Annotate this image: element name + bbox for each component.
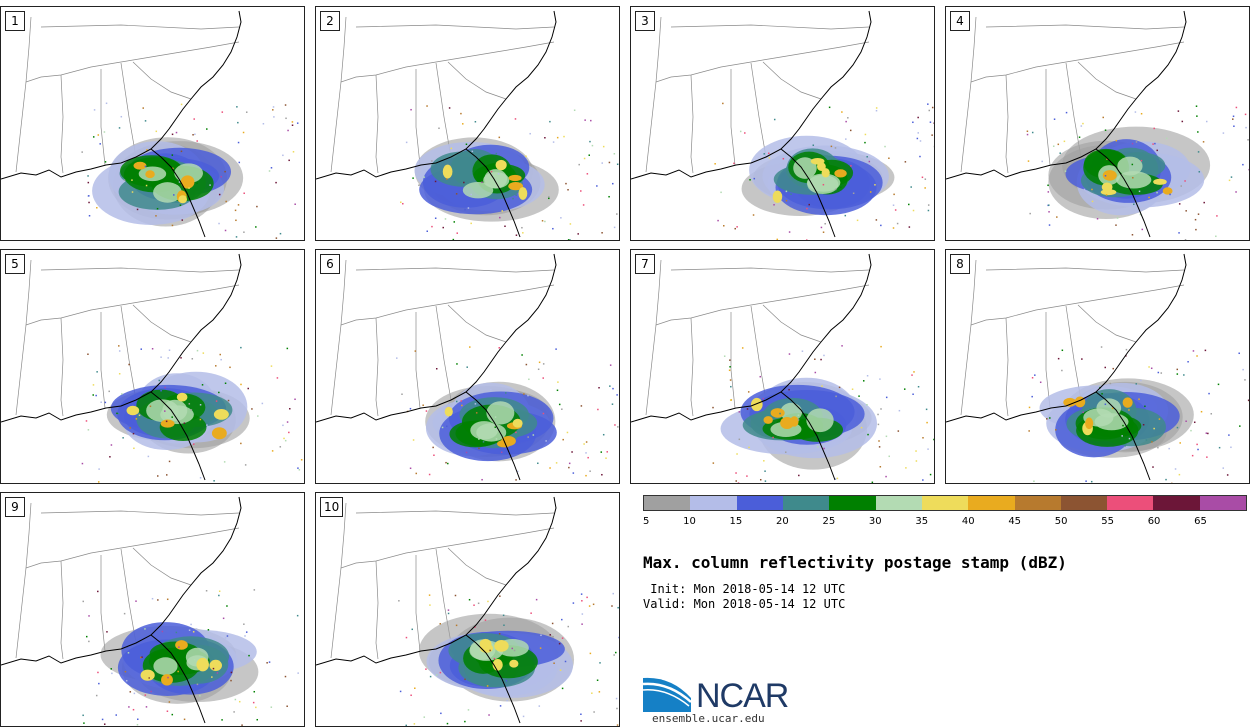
- colorbar-segment: [1060, 496, 1108, 510]
- member-panel-7: 7: [630, 249, 935, 484]
- reflectivity-map: [946, 10, 1249, 240]
- reflectivity-map: [1, 496, 299, 726]
- colorbar-tick-label: 65: [1194, 516, 1207, 527]
- colorbar-tick-label: 20: [776, 516, 789, 527]
- member-panel-9: 9: [0, 492, 305, 727]
- member-number: 1: [5, 11, 25, 31]
- reflectivity-map: [316, 496, 619, 726]
- colorbar-segment: [736, 496, 783, 510]
- member-number: 4: [950, 11, 970, 31]
- colorbar-tick-label: 5: [643, 516, 650, 527]
- colorbar-tick-label: 45: [1008, 516, 1022, 527]
- init-time: Init: Mon 2018-05-14 12 UTC: [643, 582, 846, 596]
- ncar-logo-icon: [643, 677, 692, 712]
- colorbar-segment: [1107, 496, 1154, 510]
- member-number: 8: [950, 254, 970, 274]
- reflectivity-map: [946, 253, 1249, 483]
- colorbar-segment: [1153, 496, 1200, 510]
- reflectivity-map: [1, 253, 303, 483]
- member-number: 2: [320, 11, 340, 31]
- member-panel-5: 5: [0, 249, 305, 484]
- member-number: 9: [5, 497, 25, 517]
- colorbar-tick-label: 50: [1054, 516, 1068, 527]
- member-panel-8: 8: [945, 249, 1250, 484]
- reflectivity-map: [316, 253, 619, 481]
- colorbar-segment: [644, 496, 691, 510]
- colorbar-segment: [690, 496, 737, 510]
- reflectivity-map: [631, 253, 934, 483]
- ncar-logo-text: NCAR: [696, 677, 789, 715]
- member-number: 3: [635, 11, 655, 31]
- reflectivity-map: [631, 10, 934, 240]
- colorbar-segment: [875, 496, 922, 510]
- member-number: 6: [320, 254, 340, 274]
- colorbar-tick-label: 15: [729, 516, 743, 527]
- reflectivity-map: [316, 10, 619, 240]
- colorbar-segment: [782, 496, 830, 510]
- colorbar-tick-label: 30: [868, 516, 882, 527]
- ensemble-url: ensemble.ucar.edu: [652, 712, 765, 725]
- member-number: 7: [635, 254, 655, 274]
- colorbar-tick-label: 40: [961, 516, 975, 527]
- plot-title: Max. column reflectivity postage stamp (…: [643, 553, 1067, 572]
- colorbar-tick-label: 10: [683, 516, 696, 527]
- colorbar-segment: [968, 496, 1015, 510]
- reflectivity-colorbar: [643, 495, 1247, 511]
- valid-time: Valid: Mon 2018-05-14 12 UTC: [643, 597, 846, 611]
- colorbar-tick-label: 35: [915, 516, 929, 527]
- colorbar-tick-label: 25: [822, 516, 836, 527]
- member-panel-4: 4: [945, 6, 1250, 241]
- colorbar-segment: [921, 496, 969, 510]
- colorbar-segment: [1199, 496, 1247, 510]
- member-panel-10: 10: [315, 492, 620, 727]
- colorbar-segment: [829, 496, 876, 510]
- member-panel-2: 2: [315, 6, 620, 241]
- member-panel-1: 1: [0, 6, 305, 241]
- colorbar-ticks: 5 10 15 20 25 30 35 40 45 50 55 60 65: [643, 516, 1247, 530]
- member-panel-3: 3: [630, 6, 935, 241]
- member-panel-6: 6: [315, 249, 620, 484]
- colorbar-segment: [1014, 496, 1061, 510]
- colorbar-tick-label: 55: [1101, 516, 1114, 527]
- member-number: 5: [5, 254, 25, 274]
- colorbar-tick-label: 60: [1147, 516, 1161, 527]
- member-number: 10: [320, 497, 344, 517]
- reflectivity-map: [1, 10, 299, 239]
